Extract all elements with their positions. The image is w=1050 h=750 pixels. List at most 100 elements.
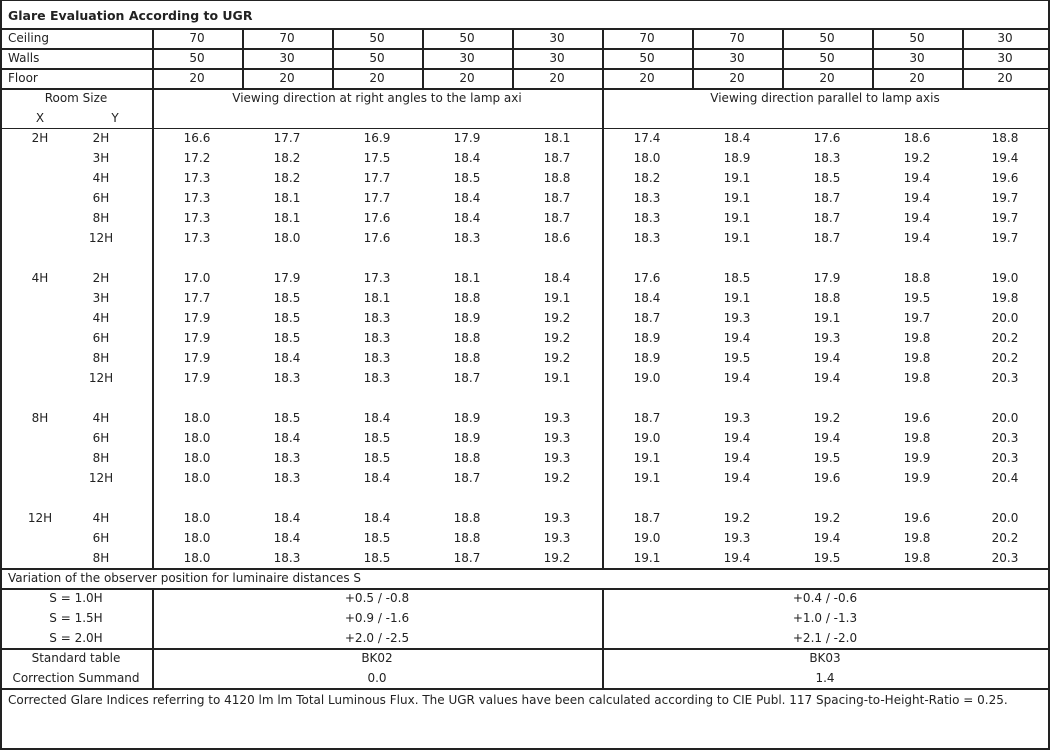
ugr-value: 19.8 xyxy=(903,551,931,565)
ugr-value: 20.0 xyxy=(991,311,1019,325)
ugr-value: 18.3 xyxy=(633,231,661,245)
ugr-value: 20.2 xyxy=(991,351,1019,365)
ugr-value: 18.9 xyxy=(453,411,481,425)
ugr-value: 19.2 xyxy=(813,411,841,425)
divider xyxy=(782,48,784,68)
ugr-value: 18.7 xyxy=(543,211,571,225)
ugr-value: 19.5 xyxy=(813,551,841,565)
ugr-value: 18.6 xyxy=(903,131,931,145)
divider xyxy=(152,48,154,68)
reflectance-value: 30 xyxy=(909,51,925,65)
ugr-value: 17.3 xyxy=(183,191,211,205)
ugr-value: 18.5 xyxy=(363,451,391,465)
reflectance-value: 50 xyxy=(459,31,475,45)
ugr-value: 18.9 xyxy=(633,331,661,345)
ugr-value: 17.7 xyxy=(363,191,391,205)
ugr-value: 18.8 xyxy=(903,271,931,285)
ugr-value: 18.9 xyxy=(453,431,481,445)
ugr-value: 18.3 xyxy=(273,471,301,485)
ugr-value: 18.5 xyxy=(273,291,301,305)
reflectance-value: 20 xyxy=(279,71,295,85)
reflectance-value: 30 xyxy=(549,31,565,45)
ugr-value: 19.6 xyxy=(813,471,841,485)
ugr-value: 18.4 xyxy=(453,211,481,225)
ugr-value: 18.7 xyxy=(453,551,481,565)
ugr-value: 19.3 xyxy=(543,531,571,545)
divider xyxy=(332,68,334,88)
y-label: Y xyxy=(111,111,119,125)
ugr-value: 18.3 xyxy=(273,551,301,565)
ugr-value: 18.7 xyxy=(813,231,841,245)
ugr-value: 19.6 xyxy=(991,171,1019,185)
ugr-value: 19.3 xyxy=(723,531,751,545)
ugr-value: 18.7 xyxy=(453,371,481,385)
ugr-value: 19.2 xyxy=(543,311,571,325)
room-size-label: Room Size xyxy=(44,91,108,105)
ugr-value: 18.1 xyxy=(273,211,301,225)
ugr-value: 19.1 xyxy=(723,291,751,305)
ugr-value: 20.0 xyxy=(991,411,1019,425)
ugr-value: 18.4 xyxy=(273,431,301,445)
divider xyxy=(0,0,2,750)
divider xyxy=(512,48,514,68)
ugr-value: 17.3 xyxy=(183,231,211,245)
divider xyxy=(0,88,1050,90)
ugr-value: 19.3 xyxy=(543,431,571,445)
ugr-value: 17.9 xyxy=(183,311,211,325)
ugr-value: 18.8 xyxy=(543,171,571,185)
divider xyxy=(962,68,964,88)
reflectance-label: Floor xyxy=(8,71,38,85)
ugr-value: 18.1 xyxy=(363,291,391,305)
ugr-value: 18.1 xyxy=(453,271,481,285)
divider xyxy=(0,28,1050,30)
divider xyxy=(422,68,424,88)
reflectance-value: 50 xyxy=(819,31,835,45)
reflectance-value: 70 xyxy=(639,31,655,45)
ugr-value: 19.3 xyxy=(543,411,571,425)
divider xyxy=(242,48,244,68)
ugr-value: 19.3 xyxy=(543,451,571,465)
ugr-value: 17.9 xyxy=(183,371,211,385)
ugr-value: 19.2 xyxy=(903,151,931,165)
room-y: 8H xyxy=(92,211,110,225)
reflectance-value: 20 xyxy=(909,71,925,85)
ugr-value: 19.1 xyxy=(633,551,661,565)
ugr-value: 18.8 xyxy=(813,291,841,305)
reflectance-value: 30 xyxy=(459,51,475,65)
divider xyxy=(0,748,1050,750)
variation-title: Variation of the observer position for l… xyxy=(8,571,362,585)
divider xyxy=(692,28,694,48)
room-x: 8H xyxy=(31,411,49,425)
ugr-value: 19.4 xyxy=(723,331,751,345)
ugr-value: 19.2 xyxy=(543,331,571,345)
ugr-value: 17.7 xyxy=(363,171,391,185)
ugr-value: 19.8 xyxy=(991,291,1019,305)
ugr-value: 19.0 xyxy=(991,271,1019,285)
divider xyxy=(332,48,334,68)
ugr-value: 19.4 xyxy=(991,151,1019,165)
ugr-value: 20.3 xyxy=(991,451,1019,465)
reflectance-value: 20 xyxy=(729,71,745,85)
ugr-value: 18.0 xyxy=(183,531,211,545)
ugr-value: 18.1 xyxy=(273,191,301,205)
ugr-value: 19.1 xyxy=(723,171,751,185)
direction-perpendicular: Viewing direction at right angles to the… xyxy=(232,91,522,105)
room-y: 4H xyxy=(92,411,110,425)
variation-parallel: +1.0 / -1.3 xyxy=(792,611,858,625)
ugr-value: 18.0 xyxy=(183,431,211,445)
ugr-value: 18.7 xyxy=(453,471,481,485)
reflectance-value: 20 xyxy=(819,71,835,85)
ugr-value: 18.7 xyxy=(813,191,841,205)
divider xyxy=(872,48,874,68)
ugr-value: 17.3 xyxy=(183,171,211,185)
ugr-value: 18.4 xyxy=(363,471,391,485)
ugr-value: 18.7 xyxy=(633,411,661,425)
reflectance-value: 20 xyxy=(459,71,475,85)
correction-parallel: 1.4 xyxy=(815,671,835,685)
reflectance-value: 70 xyxy=(729,31,745,45)
room-y: 6H xyxy=(92,191,110,205)
ugr-value: 20.3 xyxy=(991,371,1019,385)
divider xyxy=(692,48,694,68)
correction-perpendicular: 0.0 xyxy=(367,671,387,685)
ugr-value: 18.4 xyxy=(723,131,751,145)
